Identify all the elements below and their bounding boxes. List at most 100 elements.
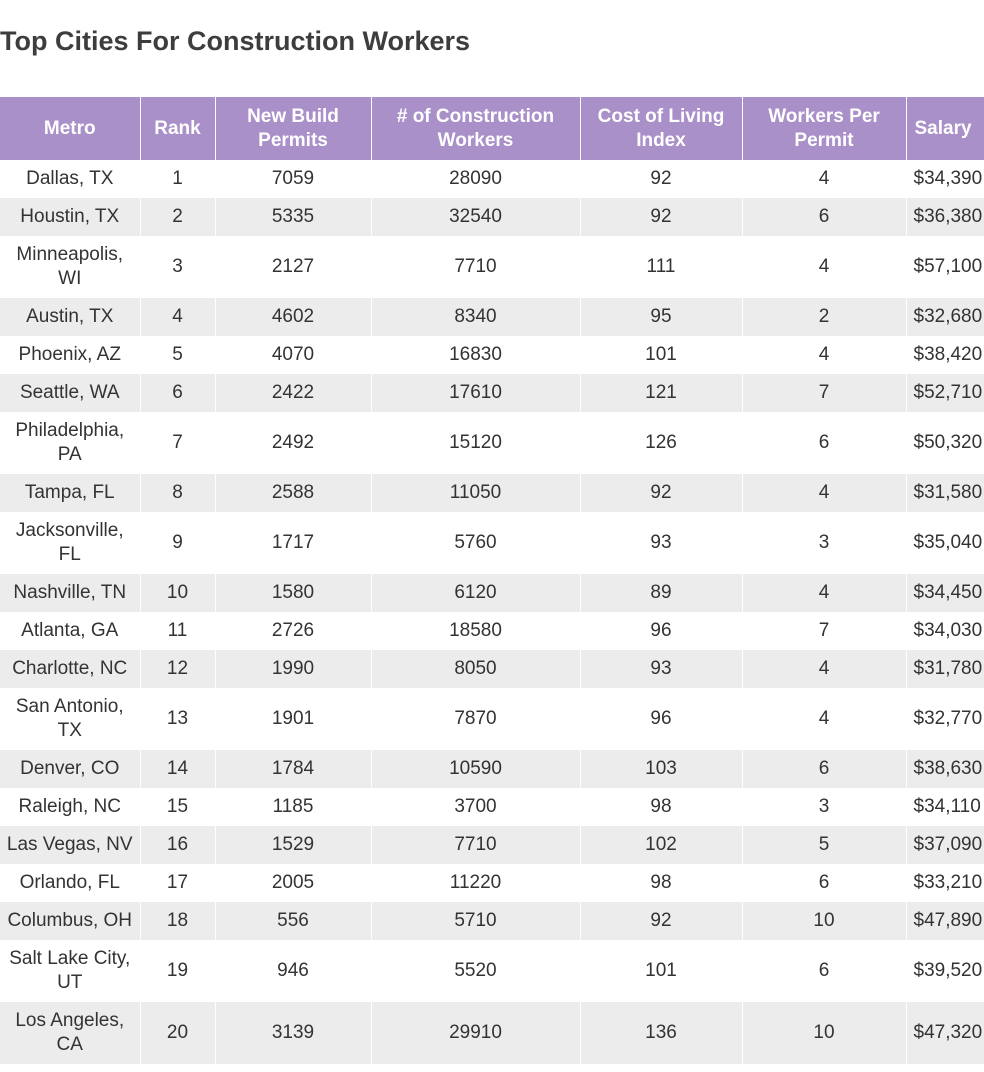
cell-construction-workers: 5760 bbox=[371, 512, 581, 574]
cell-construction-workers: 11220 bbox=[371, 864, 581, 902]
cell-rank: 3 bbox=[140, 236, 216, 298]
cell-metro: Orlando, FL bbox=[0, 864, 141, 902]
cell-construction-workers: 6120 bbox=[371, 574, 581, 612]
cell-cost-of-living-index: 98 bbox=[580, 864, 743, 902]
cell-new-build-permits: 2492 bbox=[215, 412, 372, 474]
cell-cost-of-living-index: 92 bbox=[580, 160, 743, 198]
cell-cost-of-living-index: 126 bbox=[580, 412, 743, 474]
table-body: Dallas, TX 1 7059 28090 92 4 $34,390 Houstin, T… bbox=[0, 160, 984, 1064]
cell-salary: $33,210 bbox=[906, 864, 984, 902]
cell-salary: $34,030 bbox=[906, 612, 984, 650]
cell-rank: 8 bbox=[140, 474, 216, 512]
cell-construction-workers: 18580 bbox=[371, 612, 581, 650]
header-row: Metro Rank New Build Permits # of Constr… bbox=[0, 97, 984, 160]
cell-rank: 7 bbox=[140, 412, 216, 474]
cell-construction-workers: 3700 bbox=[371, 788, 581, 826]
cell-rank: 9 bbox=[140, 512, 216, 574]
cell-new-build-permits: 5335 bbox=[215, 198, 372, 236]
cell-rank: 11 bbox=[140, 612, 216, 650]
cell-salary: $52,710 bbox=[906, 374, 984, 412]
cell-workers-per-permit: 6 bbox=[742, 750, 907, 788]
cell-new-build-permits: 1185 bbox=[215, 788, 372, 826]
table-row: Salt Lake City, UT 19 946 5520 101 6 $39,520 bbox=[0, 940, 984, 1002]
cell-workers-per-permit: 4 bbox=[742, 688, 907, 750]
table-row: Houstin, TX 2 5335 32540 92 6 $36,380 bbox=[0, 198, 984, 236]
table-row: San Antonio, TX 13 1901 7870 96 4 $32,770 bbox=[0, 688, 984, 750]
cell-workers-per-permit: 4 bbox=[742, 336, 907, 374]
cell-construction-workers: 8340 bbox=[371, 298, 581, 336]
column-header-workers-per-permit: Workers Per Permit bbox=[742, 97, 907, 160]
cell-metro: Minneapolis, WI bbox=[0, 236, 141, 298]
cell-metro: Jacksonville, FL bbox=[0, 512, 141, 574]
cell-new-build-permits: 3139 bbox=[215, 1002, 372, 1064]
cell-new-build-permits: 2588 bbox=[215, 474, 372, 512]
cell-metro: Columbus, OH bbox=[0, 902, 141, 940]
cell-salary: $34,110 bbox=[906, 788, 984, 826]
table-row: Charlotte, NC 12 1990 8050 93 4 $31,780 bbox=[0, 650, 984, 688]
cell-salary: $35,040 bbox=[906, 512, 984, 574]
cell-workers-per-permit: 2 bbox=[742, 298, 907, 336]
cell-metro: Dallas, TX bbox=[0, 160, 141, 198]
cell-new-build-permits: 2127 bbox=[215, 236, 372, 298]
cell-salary: $32,770 bbox=[906, 688, 984, 750]
cell-salary: $34,450 bbox=[906, 574, 984, 612]
cell-rank: 20 bbox=[140, 1002, 216, 1064]
cell-new-build-permits: 2422 bbox=[215, 374, 372, 412]
cell-cost-of-living-index: 101 bbox=[580, 336, 743, 374]
table-row: Seattle, WA 6 2422 17610 121 7 $52,710 bbox=[0, 374, 984, 412]
table-row: Minneapolis, WI 3 2127 7710 111 4 $57,100 bbox=[0, 236, 984, 298]
cell-salary: $37,090 bbox=[906, 826, 984, 864]
cell-new-build-permits: 556 bbox=[215, 902, 372, 940]
cell-new-build-permits: 1717 bbox=[215, 512, 372, 574]
table-row: Tampa, FL 8 2588 11050 92 4 $31,580 bbox=[0, 474, 984, 512]
table-row: Raleigh, NC 15 1185 3700 98 3 $34,110 bbox=[0, 788, 984, 826]
cell-rank: 16 bbox=[140, 826, 216, 864]
cell-cost-of-living-index: 93 bbox=[580, 650, 743, 688]
cell-rank: 6 bbox=[140, 374, 216, 412]
cell-construction-workers: 8050 bbox=[371, 650, 581, 688]
cell-rank: 10 bbox=[140, 574, 216, 612]
column-header-construction-workers: # of Construction Workers bbox=[371, 97, 581, 160]
cell-salary: $36,380 bbox=[906, 198, 984, 236]
column-header-rank: Rank bbox=[140, 97, 216, 160]
cell-workers-per-permit: 5 bbox=[742, 826, 907, 864]
column-header-new-build-permits: New Build Permits bbox=[215, 97, 372, 160]
cell-cost-of-living-index: 92 bbox=[580, 474, 743, 512]
cell-construction-workers: 17610 bbox=[371, 374, 581, 412]
cell-salary: $47,320 bbox=[906, 1002, 984, 1064]
cell-new-build-permits: 2005 bbox=[215, 864, 372, 902]
table-row: Philadelphia, PA 7 2492 15120 126 6 $50,320 bbox=[0, 412, 984, 474]
cell-salary: $50,320 bbox=[906, 412, 984, 474]
table-row: Phoenix, AZ 5 4070 16830 101 4 $38,420 bbox=[0, 336, 984, 374]
cell-rank: 4 bbox=[140, 298, 216, 336]
table-row: Denver, CO 14 1784 10590 103 6 $38,630 bbox=[0, 750, 984, 788]
cell-metro: San Antonio, TX bbox=[0, 688, 141, 750]
cell-salary: $34,390 bbox=[906, 160, 984, 198]
column-header-metro: Metro bbox=[0, 97, 141, 160]
table-row: Atlanta, GA 11 2726 18580 96 7 $34,030 bbox=[0, 612, 984, 650]
cell-metro: Denver, CO bbox=[0, 750, 141, 788]
cell-cost-of-living-index: 96 bbox=[580, 612, 743, 650]
cell-rank: 19 bbox=[140, 940, 216, 1002]
cell-workers-per-permit: 4 bbox=[742, 160, 907, 198]
cell-workers-per-permit: 6 bbox=[742, 940, 907, 1002]
cell-cost-of-living-index: 95 bbox=[580, 298, 743, 336]
cell-cost-of-living-index: 92 bbox=[580, 198, 743, 236]
cell-construction-workers: 28090 bbox=[371, 160, 581, 198]
cell-salary: $38,630 bbox=[906, 750, 984, 788]
cell-workers-per-permit: 4 bbox=[742, 574, 907, 612]
cell-metro: Charlotte, NC bbox=[0, 650, 141, 688]
table-row: Columbus, OH 18 556 5710 92 10 $47,890 bbox=[0, 902, 984, 940]
cell-new-build-permits: 4602 bbox=[215, 298, 372, 336]
cell-cost-of-living-index: 103 bbox=[580, 750, 743, 788]
cell-new-build-permits: 1990 bbox=[215, 650, 372, 688]
table-header: Metro Rank New Build Permits # of Constr… bbox=[0, 97, 984, 160]
cell-new-build-permits: 7059 bbox=[215, 160, 372, 198]
cell-workers-per-permit: 10 bbox=[742, 902, 907, 940]
cell-new-build-permits: 1580 bbox=[215, 574, 372, 612]
cities-table-container: Metro Rank New Build Permits # of Constr… bbox=[0, 97, 984, 1064]
cell-salary: $39,520 bbox=[906, 940, 984, 1002]
cell-workers-per-permit: 6 bbox=[742, 412, 907, 474]
cell-metro: Raleigh, NC bbox=[0, 788, 141, 826]
cell-construction-workers: 7870 bbox=[371, 688, 581, 750]
